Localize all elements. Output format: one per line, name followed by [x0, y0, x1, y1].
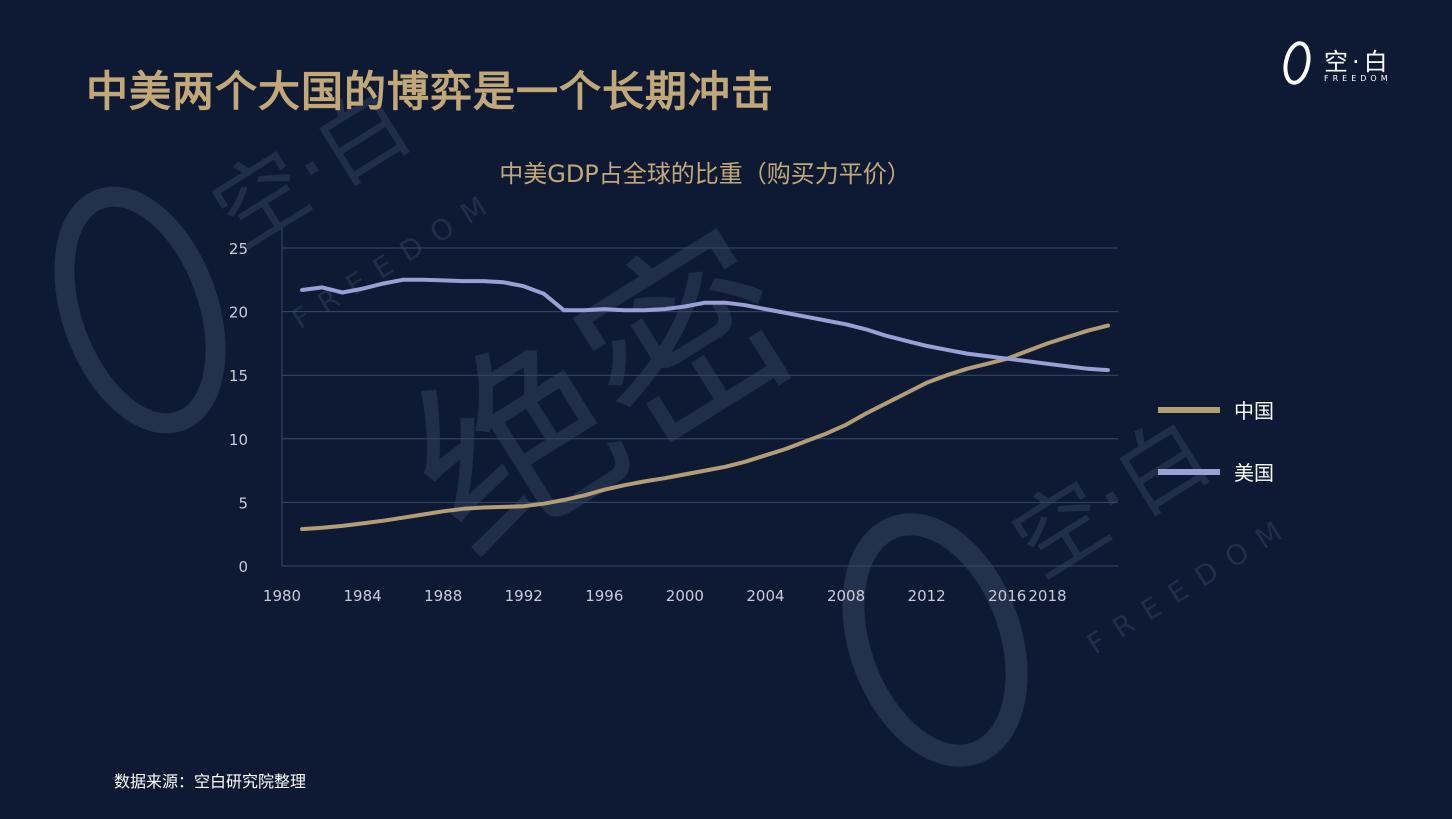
brand-logo: 空·白 FREEDOM — [1280, 38, 1400, 90]
series-lines — [300, 277, 1110, 532]
logo-text: 空·白 — [1324, 48, 1392, 76]
x-tick-label: 1984 — [343, 587, 381, 605]
legend-label: 中国 — [1234, 399, 1274, 423]
y-tick-label: 5 — [238, 494, 248, 512]
y-tick-label: 10 — [229, 431, 248, 449]
legend-label: 美国 — [1234, 461, 1274, 485]
x-tick-label: 2008 — [827, 587, 865, 605]
x-tick-label: 1996 — [585, 587, 623, 605]
tick-labels: 0 5 10 15 20 25 1980 1984 1988 1992 1996 2000 2004 20… — [229, 240, 1067, 605]
series-line-usa — [300, 277, 1110, 373]
series-line-china — [300, 323, 1110, 532]
x-tick-label: 2012 — [908, 587, 946, 605]
logo-ring-icon — [1283, 41, 1311, 85]
x-tick-label: 2016 — [988, 587, 1026, 605]
y-tick-label: 20 — [229, 304, 248, 322]
y-tick-label: 0 — [238, 558, 248, 576]
y-tick-label: 25 — [229, 240, 248, 258]
data-source-note: 数据来源：空白研究院整理 — [114, 772, 307, 791]
x-tick-label: 2004 — [746, 587, 784, 605]
axes — [281, 228, 1118, 567]
grid-lines — [282, 247, 1118, 503]
y-tick-label: 15 — [229, 367, 248, 385]
x-tick-label: 2018 — [1028, 587, 1066, 605]
x-tick-label: 1980 — [263, 587, 301, 605]
x-tick-label: 1992 — [505, 587, 543, 605]
page-title: 中美两个大国的博弈是一个长期冲击 — [86, 67, 775, 116]
logo-subtext: FREEDOM — [1324, 74, 1392, 83]
x-tick-label: 1988 — [424, 587, 462, 605]
x-tick-label: 2000 — [666, 587, 704, 605]
chart-title: 中美GDP占全球的比重（购买力平价） — [499, 160, 911, 188]
